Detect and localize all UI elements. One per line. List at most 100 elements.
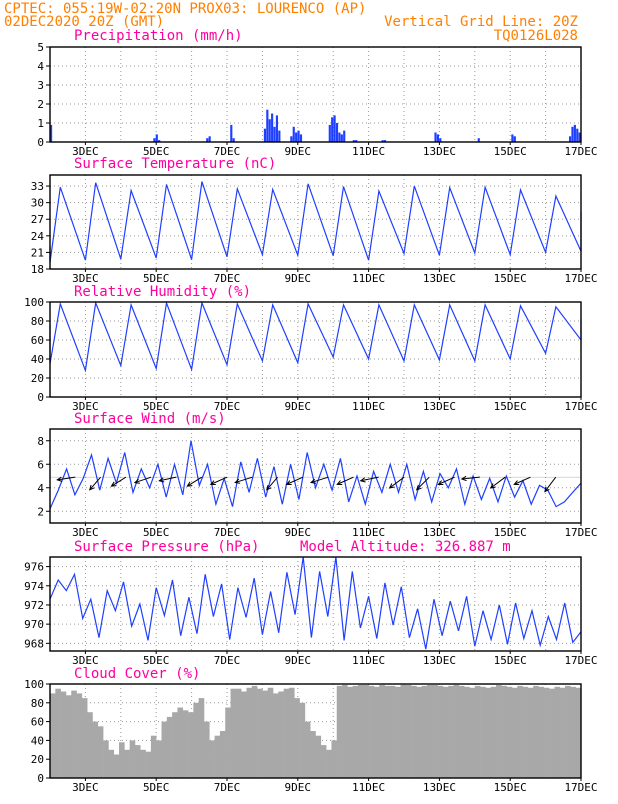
cloud-cover-bar xyxy=(575,687,582,778)
cloud-cover-bar xyxy=(559,687,566,778)
cloud-cover-bar xyxy=(124,749,130,778)
cloud-cover-bar xyxy=(485,687,492,778)
wind-arrow-shaft xyxy=(490,476,506,489)
cloud-cover-bar xyxy=(331,740,338,778)
y-tick-label: 4 xyxy=(37,60,44,73)
precip-bar xyxy=(299,134,303,142)
precip-bar xyxy=(568,136,572,142)
x-tick-label: 13DEC xyxy=(423,272,456,285)
panel-frame xyxy=(49,46,582,143)
temperature-line xyxy=(49,181,582,263)
precip-bar xyxy=(268,119,271,142)
precip-bar xyxy=(263,128,267,142)
cloud-cover-bar xyxy=(389,685,396,778)
precip-bar xyxy=(578,132,581,142)
wind-arrow-shaft xyxy=(57,476,76,481)
cloud-cover-bar xyxy=(506,686,513,778)
wind-arrow-head xyxy=(336,480,343,486)
cloud-cover-bar xyxy=(87,712,93,778)
wind-speed-line xyxy=(49,440,582,510)
x-tick-label: 5DEC xyxy=(143,654,170,667)
x-tick-label: 15DEC xyxy=(494,400,527,413)
x-tick-label: 7DEC xyxy=(214,526,241,539)
cloud-cover-bar xyxy=(437,685,444,778)
wind-arrow-shaft xyxy=(210,476,228,485)
wind-arrow-head xyxy=(309,478,317,484)
wind-arrow-head xyxy=(133,478,140,484)
x-tick-label: 15DEC xyxy=(494,145,527,158)
wind-arrow-head xyxy=(266,484,272,491)
panel-frame xyxy=(49,683,582,779)
x-tick-label: 7DEC xyxy=(214,145,241,158)
cloud-cover-bar xyxy=(246,687,253,778)
x-tick-label: 17DEC xyxy=(564,654,597,667)
y-tick-label: 970 xyxy=(24,618,44,631)
y-tick-label: 24 xyxy=(31,230,45,243)
x-tick-label: 5DEC xyxy=(143,526,170,539)
x-tick-label: 3DEC xyxy=(72,654,99,667)
precip-bar xyxy=(155,134,158,142)
y-tick-label: 4 xyxy=(37,482,44,495)
cloud-cover-bar xyxy=(310,731,316,778)
wind-arrow-shaft xyxy=(286,476,304,485)
cloud-cover-bar xyxy=(161,721,168,778)
cloud-cover-bar xyxy=(97,726,104,778)
x-tick-label: 9DEC xyxy=(285,145,312,158)
cloud-cover-bar xyxy=(442,686,449,778)
cloud-cover-bar xyxy=(326,749,332,778)
cloud-cover-bar xyxy=(427,684,433,778)
panel-frame xyxy=(49,301,582,398)
x-tick-label: 11DEC xyxy=(352,400,385,413)
panel-title-precipitation: Precipitation (mm/h) xyxy=(74,28,243,44)
cloud-cover-bar xyxy=(76,693,83,778)
cloud-cover-bar xyxy=(262,690,269,778)
wind-arrow-shaft xyxy=(337,476,354,485)
x-tick-label: 17DEC xyxy=(564,145,597,158)
y-tick-label: 60 xyxy=(31,334,44,347)
wind-arrow-shaft xyxy=(235,476,253,484)
precip-bar xyxy=(383,140,387,142)
y-tick-label: 40 xyxy=(31,353,44,366)
x-tick-label: 5DEC xyxy=(143,272,170,285)
cloud-cover-bar xyxy=(103,740,109,778)
wind-arrow-head xyxy=(209,480,216,486)
precip-bar xyxy=(571,126,574,142)
cloud-cover-bar xyxy=(304,721,311,778)
precip-bar xyxy=(333,115,336,142)
wind-arrow-head xyxy=(513,480,520,486)
precip-bar xyxy=(208,136,211,142)
y-tick-label: 974 xyxy=(24,580,44,593)
y-tick-label: 0 xyxy=(37,772,44,785)
y-tick-label: 100 xyxy=(24,678,44,691)
wind-arrow-head xyxy=(158,477,165,483)
cloud-cover-bar xyxy=(251,685,258,778)
cloud-cover-bar xyxy=(219,731,226,778)
x-tick-label: 15DEC xyxy=(494,272,527,285)
precip-bar xyxy=(513,136,516,142)
cloud-cover-bar xyxy=(177,707,184,778)
y-tick-label: 60 xyxy=(31,716,44,729)
cloud-cover-bar xyxy=(448,685,454,778)
cloud-cover-bar xyxy=(203,721,210,778)
cloud-cover-bar xyxy=(400,684,407,778)
x-tick-label: 11DEC xyxy=(352,781,385,794)
wind-arrow-shaft xyxy=(134,476,152,484)
cloud-cover-bar xyxy=(416,686,422,778)
cloud-cover-bar xyxy=(432,684,438,778)
precip-bar xyxy=(331,117,334,142)
wind-arrow-shaft xyxy=(187,476,202,487)
cloud-cover-bar xyxy=(538,686,545,778)
x-tick-label: 17DEC xyxy=(564,526,597,539)
cloud-cover-bar xyxy=(522,686,529,778)
cloud-cover-bar xyxy=(464,686,470,778)
x-tick-label: 15DEC xyxy=(494,654,527,667)
x-tick-label: 3DEC xyxy=(72,526,99,539)
cloud-cover-bar xyxy=(156,740,162,778)
cloud-cover-bar xyxy=(474,685,481,778)
cloud-cover-bar xyxy=(554,686,561,778)
precip-bar xyxy=(278,130,281,142)
cloud-cover-bar xyxy=(172,712,178,778)
x-tick-label: 9DEC xyxy=(285,654,312,667)
panel-title-cloud-cover: Cloud Cover (%) xyxy=(74,666,200,682)
